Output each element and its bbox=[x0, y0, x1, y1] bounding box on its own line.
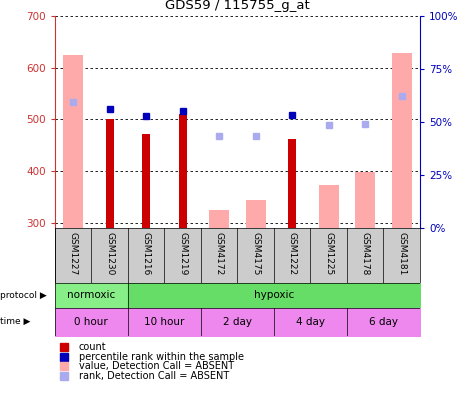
Bar bbox=[319, 185, 339, 228]
Text: GSM4175: GSM4175 bbox=[251, 232, 260, 275]
Text: hypoxic: hypoxic bbox=[254, 290, 294, 300]
Text: count: count bbox=[79, 342, 106, 352]
Text: 0 hour: 0 hour bbox=[74, 317, 108, 327]
Bar bbox=[246, 200, 266, 228]
Text: GSM1222: GSM1222 bbox=[288, 232, 297, 275]
Text: value, Detection Call = ABSENT: value, Detection Call = ABSENT bbox=[79, 361, 234, 371]
Text: 2 day: 2 day bbox=[223, 317, 252, 327]
Text: GSM1219: GSM1219 bbox=[178, 232, 187, 275]
Text: GSM1227: GSM1227 bbox=[69, 232, 78, 275]
Text: rank, Detection Call = ABSENT: rank, Detection Call = ABSENT bbox=[79, 371, 229, 381]
Text: protocol ▶: protocol ▶ bbox=[0, 291, 47, 300]
Text: GSM1225: GSM1225 bbox=[324, 232, 333, 275]
Bar bbox=[106, 119, 113, 228]
Text: normoxic: normoxic bbox=[67, 290, 115, 300]
Title: GDS59 / 115755_g_at: GDS59 / 115755_g_at bbox=[165, 0, 310, 12]
Bar bbox=[63, 55, 83, 228]
Text: 6 day: 6 day bbox=[369, 317, 398, 327]
Bar bbox=[288, 139, 296, 228]
Text: GSM4178: GSM4178 bbox=[361, 232, 370, 275]
Text: GSM1216: GSM1216 bbox=[142, 232, 151, 275]
Text: GSM4172: GSM4172 bbox=[215, 232, 224, 275]
Bar bbox=[142, 134, 150, 228]
Text: 4 day: 4 day bbox=[296, 317, 325, 327]
Bar bbox=[355, 172, 375, 228]
Text: GSM4181: GSM4181 bbox=[397, 232, 406, 275]
Text: percentile rank within the sample: percentile rank within the sample bbox=[79, 352, 244, 362]
Bar bbox=[209, 210, 229, 228]
Bar bbox=[392, 53, 412, 228]
Text: time ▶: time ▶ bbox=[0, 317, 31, 326]
Text: 10 hour: 10 hour bbox=[144, 317, 185, 327]
Text: GSM1230: GSM1230 bbox=[105, 232, 114, 275]
Bar bbox=[179, 114, 186, 228]
